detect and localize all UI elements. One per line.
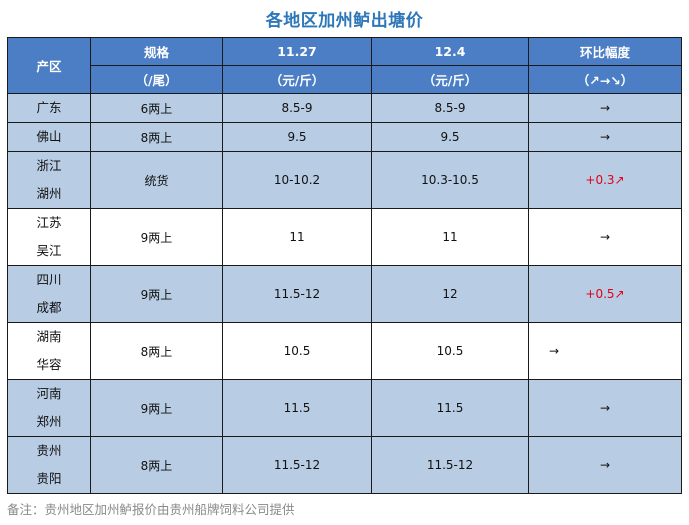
- footnote: 备注：贵州地区加州鲈报价由贵州船牌饲料公司提供: [7, 502, 295, 517]
- city-label: 湖州: [36, 186, 62, 201]
- table-row: 湖南华容 8两上 10.5 10.5 →: [7, 322, 682, 380]
- price-cell-124: 12: [371, 265, 529, 323]
- header-spec: 规格: [90, 37, 223, 66]
- city-label: 吴江: [36, 243, 62, 258]
- price-cell-124: 8.5-9: [371, 93, 529, 123]
- change-cell: →: [528, 122, 682, 152]
- change-cell: +0.5↗: [528, 265, 682, 323]
- table-row: 贵州贵阳 8两上 11.5-12 11.5-12 →: [7, 436, 682, 494]
- price-cell-124: 11.5: [371, 379, 529, 437]
- province-label: 四川: [36, 272, 62, 287]
- price-cell-1127: 11.5-12: [222, 265, 372, 323]
- spec-cell: 6两上: [90, 93, 223, 123]
- region-cell: 贵州 贵阳: [7, 436, 91, 494]
- price-cell-124: 9.5: [371, 122, 529, 152]
- spec-cell: 统货: [90, 151, 223, 209]
- price-cell-124: 11: [371, 208, 529, 266]
- province-label: 河南: [36, 386, 62, 401]
- province-label: 贵州: [36, 443, 62, 458]
- price-cell-1127: 8.5-9: [222, 93, 372, 123]
- region-cell: 浙江 湖州: [7, 151, 91, 209]
- province-label: 湖南: [36, 329, 62, 344]
- header-change-unit: （↗→↘）: [528, 65, 682, 94]
- region-cell: 江苏 吴江: [7, 208, 91, 266]
- price-cell-1127: 11.5: [222, 379, 372, 437]
- region-cell: 佛山: [7, 122, 91, 152]
- header-date1-unit: （元/斤）: [222, 65, 372, 94]
- table-row: 四川成都 9两上 11.5-12 12 +0.5↗: [7, 265, 682, 323]
- province-label: 江苏: [36, 215, 62, 230]
- region-cell: 四川 成都: [7, 265, 91, 323]
- spec-cell: 8两上: [90, 322, 223, 380]
- change-cell: →: [528, 322, 682, 380]
- table-row: 江苏吴江 9两上 11 11 →: [7, 208, 682, 266]
- header-spec-unit: （/尾）: [90, 65, 223, 94]
- price-cell-1127: 10-10.2: [222, 151, 372, 209]
- city-label: 华容: [36, 357, 62, 372]
- price-cell-124: 10.3-10.5: [371, 151, 529, 209]
- header-change: 环比幅度: [528, 37, 682, 66]
- spec-cell: 9两上: [90, 379, 223, 437]
- spec-cell: 8两上: [90, 436, 223, 494]
- header-date1: 11.27: [222, 37, 372, 66]
- table-row: 广东 6两上 8.5-9 8.5-9 →: [7, 93, 682, 123]
- table-row: 浙江湖州 统货 10-10.2 10.3-10.5 +0.3↗: [7, 151, 682, 209]
- spec-cell: 9两上: [90, 208, 223, 266]
- change-cell: →: [528, 436, 682, 494]
- region-cell: 河南 郑州: [7, 379, 91, 437]
- change-cell: →: [528, 93, 682, 123]
- header-region: 产区: [7, 37, 91, 94]
- table-row: 河南郑州 9两上 11.5 11.5 →: [7, 379, 682, 437]
- change-cell: →: [528, 379, 682, 437]
- price-cell-124: 10.5: [371, 322, 529, 380]
- change-cell: +0.3↗: [528, 151, 682, 209]
- price-cell-1127: 11.5-12: [222, 436, 372, 494]
- spec-cell: 9两上: [90, 265, 223, 323]
- change-cell: →: [528, 208, 682, 266]
- header-date2: 12.4: [371, 37, 529, 66]
- region-cell: 广东: [7, 93, 91, 123]
- table-row: 佛山 8两上 9.5 9.5 →: [7, 122, 682, 152]
- city-label: 郑州: [36, 414, 62, 429]
- city-label: 成都: [36, 300, 62, 315]
- region-cell: 湖南 华容: [7, 322, 91, 380]
- table-title: 各地区加州鲈出塘价: [265, 11, 424, 31]
- price-cell-124: 11.5-12: [371, 436, 529, 494]
- header-date2-unit: （元/斤）: [371, 65, 529, 94]
- price-table: 产区 规格 11.27 12.4 环比幅度 （/尾） （元/斤） （元/斤） （…: [7, 37, 682, 494]
- price-cell-1127: 11: [222, 208, 372, 266]
- province-label: 浙江: [36, 158, 62, 173]
- price-cell-1127: 10.5: [222, 322, 372, 380]
- city-label: 贵阳: [36, 471, 62, 486]
- price-cell-1127: 9.5: [222, 122, 372, 152]
- spec-cell: 8两上: [90, 122, 223, 152]
